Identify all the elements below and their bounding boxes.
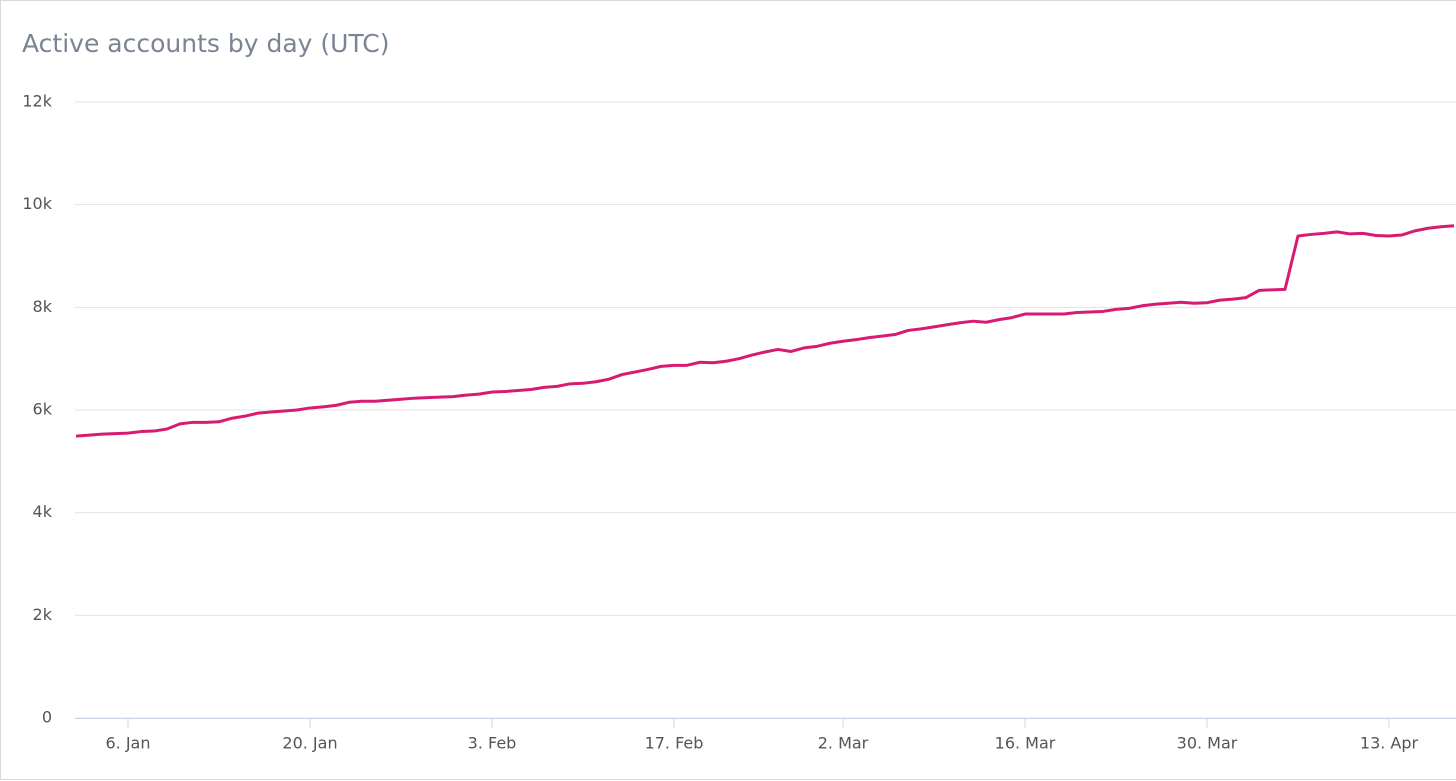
x-tick-label: 6. Jan (105, 734, 150, 753)
x-tick-label: 16. Mar (995, 734, 1056, 753)
x-tick-label: 17. Feb (645, 734, 704, 753)
x-tick-label: 30. Mar (1177, 734, 1238, 753)
y-tick-label: 8k (33, 297, 53, 316)
x-tick-label: 3. Feb (468, 734, 517, 753)
y-tick-label: 12k (22, 92, 52, 111)
y-tick-label: 6k (33, 400, 53, 419)
y-tick-label: 4k (33, 502, 53, 521)
y-tick-label: 0 (42, 708, 52, 727)
line-series (75, 224, 1455, 438)
x-tick-label: 13. Apr (1360, 734, 1419, 753)
y-tick-label: 10k (22, 194, 52, 213)
chart-title: Active accounts by day (UTC) (22, 29, 389, 58)
x-tick-label: 20. Jan (282, 734, 337, 753)
y-tick-label: 2k (33, 605, 53, 624)
x-tick-label: 2. Mar (818, 734, 869, 753)
